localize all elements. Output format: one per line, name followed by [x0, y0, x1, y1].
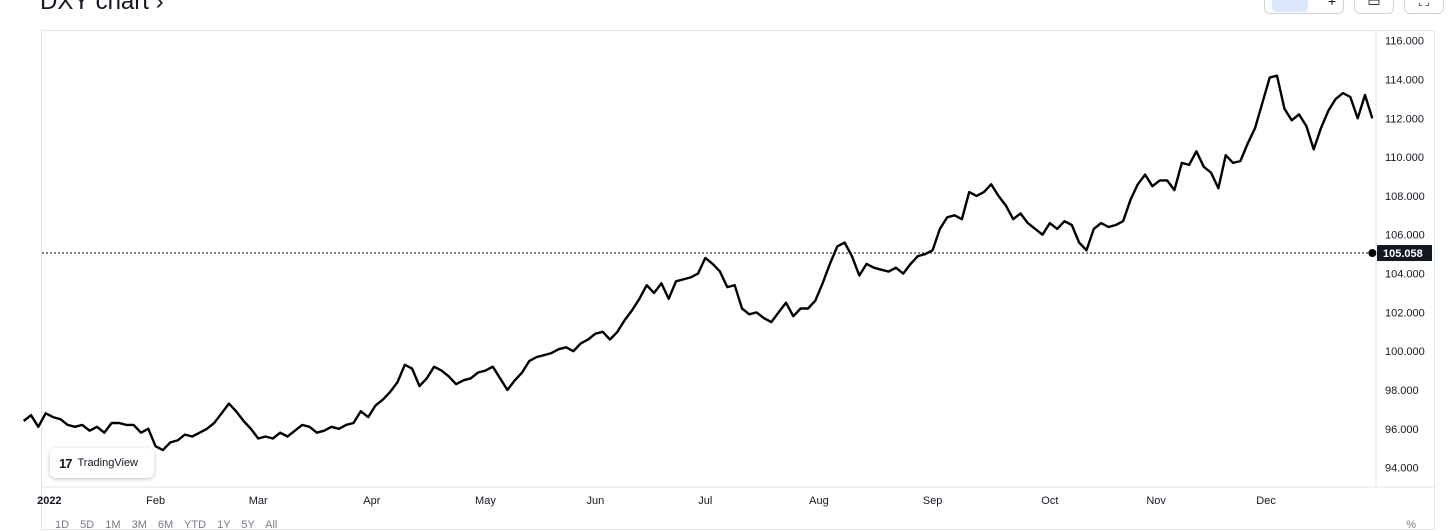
tradingview-name: TradingView: [77, 457, 139, 469]
x-tick-label: Jun: [587, 495, 605, 507]
fullscreen-icon[interactable]: ⛶: [1404, 0, 1444, 14]
y-tick-label: 100.000: [1385, 346, 1425, 358]
x-tick-label: Sep: [923, 495, 943, 507]
x-tick-label: Dec: [1256, 495, 1276, 507]
last-price-label-bg: [1377, 245, 1432, 262]
y-tick-label: 108.000: [1385, 191, 1425, 203]
time-axis: 2022 Feb Mar Apr May Jun Jul Aug Sep Oct Nov Dec: [37, 486, 1435, 507]
x-tick-label: May: [475, 495, 496, 507]
x-tick-label: Nov: [1146, 495, 1166, 507]
y-tick-label: 116.000: [1385, 36, 1424, 48]
series-line: [22, 74, 1374, 452]
x-tick-label: Feb: [146, 495, 165, 507]
last-price-label-text: 105.058: [1383, 248, 1423, 260]
last-price-marker: [1368, 249, 1377, 258]
y-tick-label: 104.000: [1385, 269, 1425, 281]
y-tick-label: 112.000: [1385, 113, 1424, 125]
top-controls: + ▭ ⛶: [1264, 0, 1444, 14]
y-tick-label: 94.000: [1385, 463, 1419, 475]
y-tick-label: 102.000: [1385, 307, 1425, 319]
price-axis: 94.000 96.000 98.000 100.000 102.000 104.000 1…: [1375, 31, 1425, 487]
last-price-label: 105.058: [1377, 245, 1432, 262]
y-tick-label: 96.000: [1385, 424, 1419, 436]
y-tick-label: 98.000: [1385, 385, 1419, 397]
range-selector[interactable]: 1D 5D 1M 3M 6M YTD 1Y 5Y All: [55, 519, 278, 531]
y-tick-label: 110.000: [1385, 152, 1424, 164]
y-tick-label: 106.000: [1385, 230, 1425, 242]
y-tick-label: 114.000: [1385, 75, 1424, 87]
screenshot-icon[interactable]: ▭: [1354, 0, 1394, 14]
x-tick-label: Oct: [1041, 495, 1058, 507]
toggle-active-segment[interactable]: [1271, 0, 1308, 12]
chart-title[interactable]: DXY chart ›: [40, 0, 164, 15]
x-tick-label: Jul: [698, 495, 712, 507]
x-tick-label: Aug: [809, 495, 829, 507]
chart-type-toggle[interactable]: +: [1264, 0, 1344, 14]
x-tick-label: Mar: [249, 495, 268, 507]
x-tick-label: 2022: [37, 495, 61, 507]
tradingview-badge[interactable]: 17 TradingView: [50, 448, 154, 478]
x-tick-label: Apr: [363, 495, 380, 507]
plus-icon[interactable]: +: [1327, 0, 1337, 9]
percent-toggle[interactable]: %: [1406, 519, 1416, 531]
tradingview-logo-icon: 17: [59, 455, 73, 471]
